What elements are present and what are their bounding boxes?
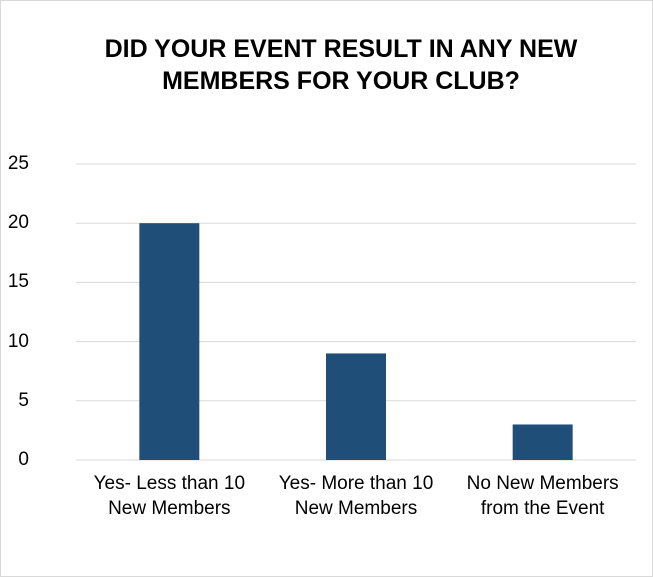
bar (512, 424, 573, 460)
x-tick-label: Yes- Less than 10 New Members (93, 473, 246, 519)
y-tick-label: 25 (7, 153, 29, 174)
x-tick-label: No New Members from the Event (466, 473, 619, 519)
y-tick-label: 15 (7, 271, 29, 293)
y-tick-label: 5 (18, 389, 29, 411)
x-tick-label: Yes- More than 10 New Members (278, 473, 434, 519)
y-tick-label: 20 (7, 212, 29, 234)
y-tick-label: 10 (7, 330, 29, 352)
chart-title: DID YOUR EVENT RESULT IN ANY NEW MEMBERS… (104, 35, 578, 95)
bar (326, 353, 386, 460)
bar (139, 223, 200, 460)
y-tick-label: 0 (18, 449, 29, 470)
